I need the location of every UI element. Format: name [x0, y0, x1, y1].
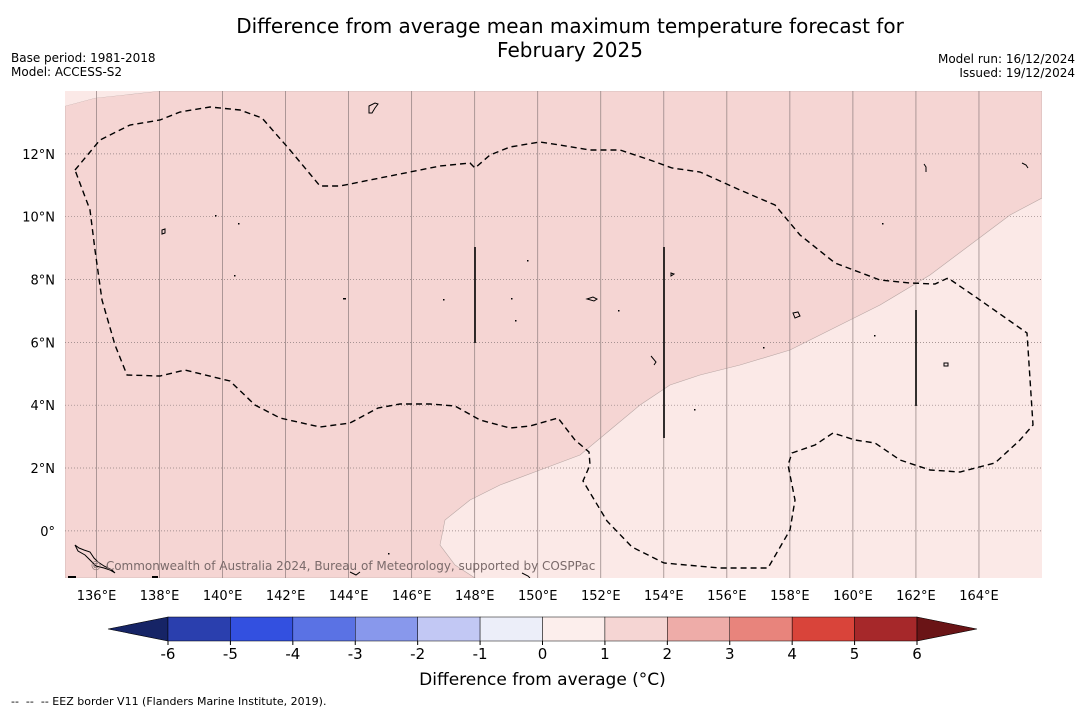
- colorbar-bin: [230, 616, 294, 642]
- longitude-tick-label: 144°E: [329, 589, 369, 604]
- colorbar-bin: [667, 616, 730, 642]
- colorbar-bin: [479, 616, 543, 642]
- colorbar-tick-label: -6: [161, 645, 176, 663]
- latitude-tick-label: 0°: [40, 525, 55, 540]
- colorbar-ticks: -6 -5 -4 -3 -2 -1 0 1 2 3 4 5 6: [161, 641, 922, 663]
- eez-border-fsm: [74, 106, 1034, 569]
- colorbar-bin: [292, 616, 356, 642]
- model-name: Model: ACCESS-S2: [11, 65, 123, 79]
- colorbar-tick-label: 5: [850, 645, 860, 663]
- latitude-tick-label: 8°N: [31, 274, 56, 289]
- longitude-tick-label: 142°E: [266, 589, 306, 604]
- colorbar-bin: [729, 616, 793, 642]
- colorbar-tick-label: -1: [473, 645, 488, 663]
- eez-legend-note: -- -- -- EEZ border V11 (Flanders Marine…: [11, 695, 327, 708]
- copyright-notice: © Commonwealth of Australia 2024, Bureau…: [90, 559, 595, 573]
- colorbar-tick-label: 3: [725, 645, 735, 663]
- title-line-2: February 2025: [497, 38, 643, 62]
- model-run: Model run: 16/12/2024: [937, 52, 1075, 66]
- longitude-tick-label: 148°E: [455, 589, 495, 604]
- longitude-tick-label: 156°E: [707, 589, 747, 604]
- longitude-labels: 136°E 138°E 140°E 142°E 144°E 146°E 148°E 150°E…: [77, 589, 999, 604]
- latitude-tick-label: 4°N: [31, 399, 56, 414]
- colorbar-bin: [167, 616, 231, 642]
- colorbar-bin: [417, 616, 481, 642]
- colorbar-tick-label: -2: [410, 645, 425, 663]
- meta-right: Model run: 16/12/2024 Issued: 19/12/2024: [938, 52, 1075, 80]
- longitude-tick-label: 158°E: [770, 589, 810, 604]
- latitude-tick-label: 2°N: [31, 462, 56, 477]
- colorbar-extend-low: [107, 616, 169, 642]
- meta-left: Base period: 1981-2018 Model: ACCESS-S2: [11, 51, 156, 79]
- longitude-tick-label: 152°E: [581, 589, 621, 604]
- colorbar-bin: [355, 616, 418, 642]
- anomaly-band-0-1-corner: [65, 91, 160, 106]
- colorbar-tick-label: -4: [285, 645, 300, 663]
- colorbar-bin: [854, 616, 918, 642]
- colorbar-extend-high: [916, 616, 978, 642]
- map-gridlines: [65, 91, 1042, 578]
- latitude-tick-label: 6°N: [31, 336, 56, 351]
- map-title: Difference from average mean maximum tem…: [0, 14, 1085, 62]
- longitude-tick-label: 160°E: [833, 589, 873, 604]
- latitude-tick-label: 12°N: [22, 148, 55, 163]
- longitude-tick-label: 140°E: [203, 589, 243, 604]
- longitude-tick-label: 146°E: [392, 589, 432, 604]
- colorbar-bin: [604, 616, 668, 642]
- map-area: © Commonwealth of Australia 2024, Bureau…: [65, 91, 1042, 578]
- colorbar-label: Difference from average (°C): [419, 670, 666, 690]
- longitude-tick-label: 154°E: [644, 589, 684, 604]
- base-period: Base period: 1981-2018: [11, 51, 156, 65]
- longitude-tick-label: 138°E: [140, 589, 180, 604]
- colorbar-tick-label: 4: [787, 645, 797, 663]
- latitude-labels: 12°N 10°N 8°N 6°N 4°N 2°N 0°: [22, 148, 55, 540]
- colorbar-tick-label: -3: [348, 645, 363, 663]
- longitude-tick-label: 150°E: [518, 589, 558, 604]
- colorbar-tick-label: 1: [600, 645, 610, 663]
- longitude-tick-label: 136°E: [77, 589, 117, 604]
- issued-date: Issued: 19/12/2024: [959, 66, 1075, 80]
- colorbar-bin: [791, 616, 855, 642]
- colorbar-tick-label: -5: [223, 645, 238, 663]
- anomaly-band-1-2: [65, 91, 1042, 578]
- colorbar: [107, 616, 978, 642]
- latitude-tick-label: 10°N: [22, 211, 55, 226]
- islands: [74, 102, 1029, 578]
- colorbar-tick-label: 2: [663, 645, 673, 663]
- title-line-1: Difference from average mean maximum tem…: [236, 14, 904, 38]
- longitude-tick-label: 164°E: [959, 589, 999, 604]
- longitude-tick-label: 162°E: [896, 589, 936, 604]
- colorbar-bin: [542, 616, 606, 642]
- colorbar-tick-label: 6: [912, 645, 922, 663]
- island-dots: [68, 215, 884, 578]
- colorbar-tick-label: 0: [538, 645, 548, 663]
